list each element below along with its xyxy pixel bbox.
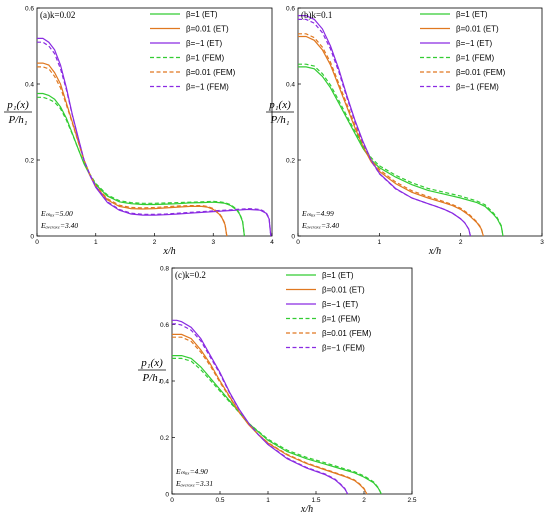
legend-label: β=−1 (ET) xyxy=(322,300,359,309)
y-axis-label-denominator: P/h₁ xyxy=(7,114,27,126)
x-tick-label: 2 xyxy=(459,239,463,246)
series-line-4 xyxy=(37,96,245,237)
x-tick-label: 2.5 xyxy=(407,497,416,504)
legend-label: β=−1 (FEM) xyxy=(456,83,499,92)
y-tick-label: 0.4 xyxy=(25,82,34,89)
legend-label: β=1 (FEM) xyxy=(322,315,360,324)
plot-frame xyxy=(171,267,413,495)
y-tick-label: 0.6 xyxy=(286,6,295,13)
x-tick-label: 0 xyxy=(170,497,174,504)
x-tick-label: 0 xyxy=(296,239,300,246)
series-line-5 xyxy=(298,33,484,237)
x-tick-label: 4 xyxy=(270,239,274,246)
series-line-3 xyxy=(37,37,272,237)
x-tick-label: 0 xyxy=(35,239,39,246)
x-tick-label: 2 xyxy=(153,239,157,246)
y-axis-label-numerator: p₁(x) xyxy=(268,99,291,111)
y-axis-label-numerator: p₁(x) xyxy=(6,99,29,111)
emax-annotation: Eₘₐₓ=4.99 xyxy=(301,209,334,218)
series-line-1 xyxy=(37,92,245,237)
series-line-6 xyxy=(172,323,349,495)
chart-panel-1: 0 1 2 3 4 0 0.2 0.4 0.6 (a)k=0.02 β=1 (ET) β=0.01 (… xyxy=(4,6,274,257)
eaverage-annotation: Eₐᵥₑᵣₐₓₑ=3.40 xyxy=(301,221,339,230)
y-axis-label-denominator: P/h₁ xyxy=(269,114,289,126)
series-line-6 xyxy=(37,41,272,237)
legend-label: β=0.01 (FEM) xyxy=(186,68,236,77)
legend-label: β=0.01 (FEM) xyxy=(456,68,506,77)
legend-label: β=1 (FEM) xyxy=(186,54,224,63)
y-tick-label: 0 xyxy=(165,492,169,499)
legend-label: β=1 (ET) xyxy=(186,10,218,19)
series-line-2 xyxy=(37,62,228,237)
panel-title: (c)k=0.2 xyxy=(175,270,206,280)
y-tick-label: 0.2 xyxy=(286,158,295,165)
x-tick-label: 1 xyxy=(94,239,98,246)
y-tick-label: 0.6 xyxy=(25,6,34,13)
series-line-5 xyxy=(37,66,228,237)
legend-label: β=0.01 (ET) xyxy=(322,286,365,295)
x-tick-label: 1.5 xyxy=(311,497,320,504)
x-axis-label: x/h xyxy=(428,246,441,257)
x-axis-label: x/h xyxy=(300,504,313,515)
legend-label: β=−1 (FEM) xyxy=(322,344,365,353)
legend-label: β=0.01 (ET) xyxy=(186,25,229,34)
legend-label: β=1 (ET) xyxy=(322,271,354,280)
series-line-1 xyxy=(298,66,504,237)
panel-title: (b)k=0.1 xyxy=(301,10,332,20)
chart-panel-3: 0 0.5 1 1.5 2 2.5 0 0.2 0.4 0.6 0.8 (c)k=0.2 β=1 (ET… xyxy=(138,266,417,515)
legend-label: β=−1 (ET) xyxy=(186,39,223,48)
legend-label: β=−1 (FEM) xyxy=(186,83,229,92)
series-line-4 xyxy=(298,63,504,237)
legend-label: β=−1 (ET) xyxy=(456,39,493,48)
y-tick-label: 0.2 xyxy=(25,158,34,165)
y-tick-label: 0.8 xyxy=(160,266,169,273)
emax-annotation: Eₘₐₓ=5.00 xyxy=(40,209,73,218)
y-tick-label: 0 xyxy=(291,234,295,241)
series-line-5 xyxy=(172,336,368,495)
series-line-4 xyxy=(172,357,382,495)
x-tick-label: 3 xyxy=(211,239,215,246)
x-axis-label: x/h xyxy=(162,246,175,257)
y-tick-label: 0.2 xyxy=(160,435,169,442)
plot-frame xyxy=(297,7,543,237)
x-tick-label: 1 xyxy=(266,497,270,504)
series-line-2 xyxy=(298,35,484,237)
series-line-6 xyxy=(298,18,471,237)
x-tick-label: 2 xyxy=(362,497,366,504)
y-axis-label-denominator: P/h₁ xyxy=(141,372,161,384)
y-tick-label: 0 xyxy=(30,234,34,241)
x-tick-label: 3 xyxy=(540,239,544,246)
chart-panel-2: 0 1 2 3 0 0.2 0.4 0.6 (b)k=0.1 β=1 (ET) β=0.01 (ET… xyxy=(266,6,544,257)
y-axis-label-numerator: p₁(x) xyxy=(140,357,163,369)
x-tick-label: 1 xyxy=(378,239,382,246)
eaverage-annotation: Eₐᵥₑᵣₐₓₑ=3.31 xyxy=(175,479,213,488)
y-tick-label: 0.4 xyxy=(286,82,295,89)
legend-label: β=0.01 (ET) xyxy=(456,25,499,34)
panel-title: (a)k=0.02 xyxy=(40,10,75,20)
legend-label: β=0.01 (FEM) xyxy=(322,329,372,338)
y-tick-label: 0.6 xyxy=(160,322,169,329)
emax-annotation: Eₘₐₓ=4.90 xyxy=(175,467,208,476)
legend-label: β=1 (ET) xyxy=(456,10,488,19)
x-tick-label: 0.5 xyxy=(215,497,224,504)
eaverage-annotation: Eₐᵥₑᵣₐₓₑ=3.40 xyxy=(40,221,78,230)
y-tick-label: 0.4 xyxy=(160,379,169,386)
legend-label: β=1 (FEM) xyxy=(456,54,494,63)
